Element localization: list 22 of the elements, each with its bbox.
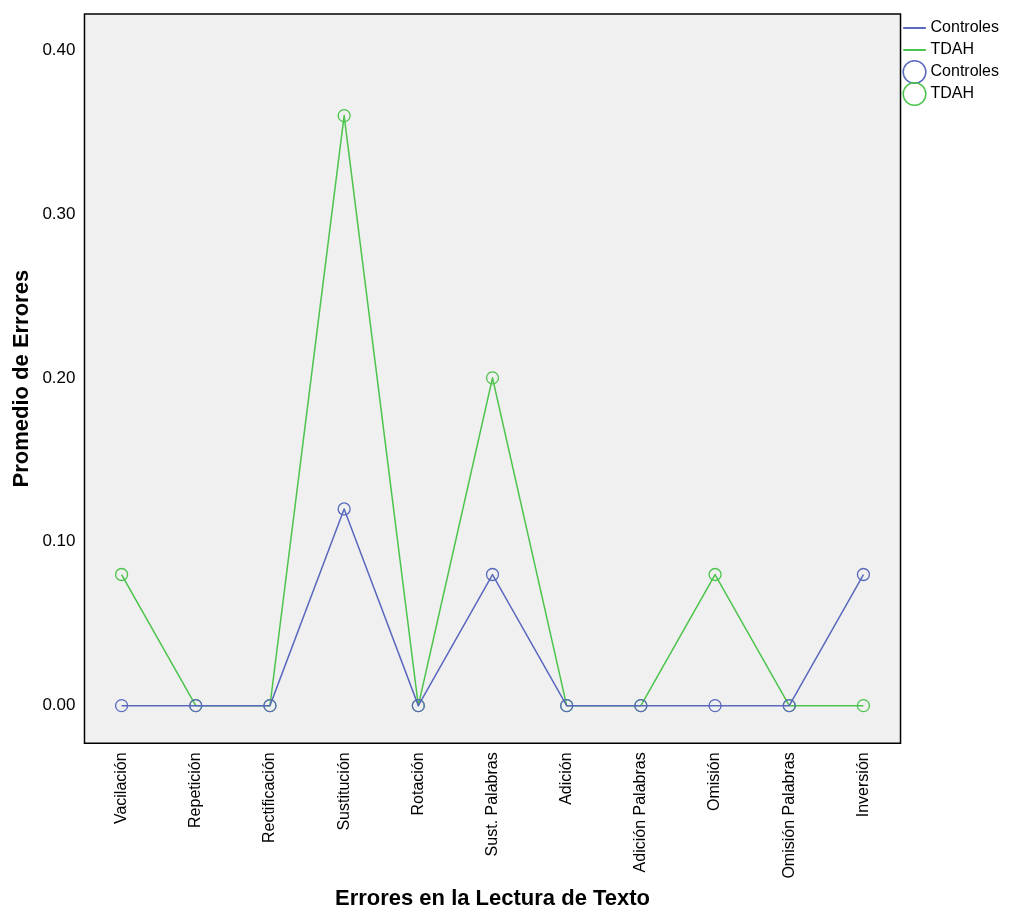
x-tick-label: Omisión (705, 752, 723, 812)
text: Controles (930, 18, 1000, 36)
legend-label: Controles (930, 62, 1000, 80)
y-tick-label: 0.20 (42, 367, 76, 387)
x-tick-label: Rectificación (260, 752, 278, 844)
y-tick-label: 0.30 (42, 203, 76, 223)
x-axis-title: Errores en la Lectura de Texto (334, 884, 651, 910)
x-tick-label: Sustitución (334, 752, 352, 831)
x-tick-label: Sust. Palabras (482, 752, 500, 857)
x-tick-label: Adición (557, 752, 575, 805)
x-tick-label: Inversión (853, 752, 871, 818)
x-tick-label: Repetición (186, 752, 204, 828)
y-tick-label: 0.00 (42, 695, 76, 715)
y-axis-title: Promedio de Errores (8, 269, 34, 488)
legend-label: TDAH (930, 84, 975, 102)
text: TDAH (930, 40, 975, 58)
x-tick-label: Rotación (408, 752, 426, 816)
x-tick-label: Adición Palabras (631, 752, 649, 873)
y-tick-label: 0.40 (42, 39, 76, 59)
x-tick-label: Vacilación (111, 752, 129, 825)
x-tick-label: Omisión Palabras (779, 752, 797, 879)
y-tick-label: 0.10 (42, 531, 76, 551)
